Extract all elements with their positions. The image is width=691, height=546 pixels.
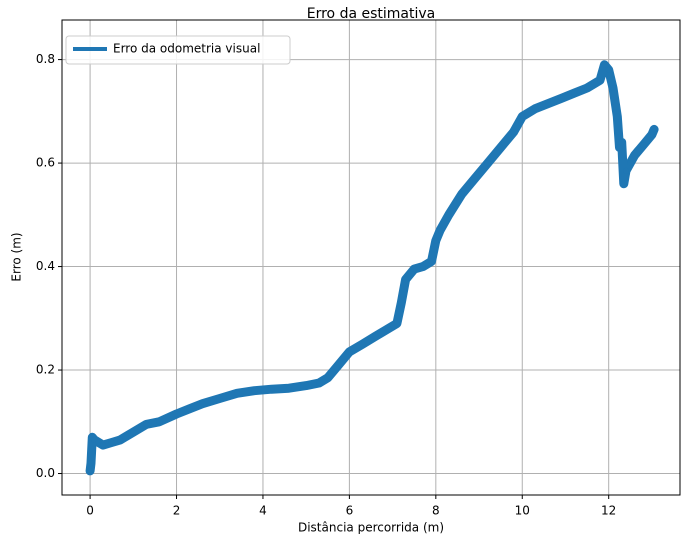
data-point — [268, 386, 275, 393]
data-point — [610, 85, 616, 91]
data-point — [91, 436, 98, 443]
data-point — [372, 333, 379, 340]
y-tick-label: 0.2 — [36, 363, 55, 377]
x-tick-label: 10 — [515, 504, 530, 518]
data-point — [484, 160, 491, 167]
plot-frame — [61, 19, 681, 496]
data-point — [631, 152, 638, 159]
data-point — [100, 442, 107, 449]
legend-label: Erro da odometria visual — [113, 42, 260, 56]
y-tick-label: 0.6 — [36, 156, 55, 170]
data-point — [398, 299, 405, 306]
data-point — [156, 418, 163, 425]
data-point — [199, 400, 206, 407]
data-point — [88, 460, 94, 467]
data-point — [618, 139, 625, 146]
data-point — [597, 77, 603, 84]
chart-title: Erro da estimativa — [307, 6, 435, 22]
data-point — [571, 90, 578, 97]
data-point — [108, 439, 115, 446]
data-point — [95, 439, 102, 446]
data-point — [359, 341, 366, 348]
data-point — [510, 129, 517, 135]
data-point — [333, 364, 340, 371]
data-point — [173, 411, 180, 417]
data-point — [316, 380, 323, 386]
data-point — [393, 320, 400, 327]
data-point — [216, 395, 223, 402]
data-point — [497, 144, 504, 151]
data-point — [437, 227, 444, 234]
legend-box — [65, 35, 291, 65]
data-point — [432, 237, 439, 244]
x-axis: 0 2 4 6 8 10 12 — [86, 495, 616, 518]
data-point — [143, 421, 150, 428]
x-tick-label: 0 — [86, 504, 94, 518]
data-point — [186, 405, 193, 412]
y-tick-label: 0.8 — [36, 52, 55, 66]
data-point — [234, 390, 240, 397]
data-point — [87, 467, 94, 474]
data-point — [285, 385, 292, 392]
y-tick-label: 0.0 — [36, 466, 55, 480]
data-point — [419, 263, 426, 270]
data-point — [601, 61, 608, 68]
data-point — [411, 266, 418, 273]
data-point — [117, 436, 124, 443]
x-tick-label: 6 — [346, 504, 354, 518]
series-layer — [85, 60, 659, 476]
y-tick-label: 0.4 — [36, 259, 55, 273]
data-point — [640, 142, 647, 148]
data-point — [648, 131, 655, 138]
legend: Erro da odometria visual — [65, 35, 291, 65]
x-tick-label: 8 — [432, 504, 440, 518]
data-point — [532, 105, 539, 112]
data-point — [616, 144, 623, 151]
data-point — [428, 258, 435, 265]
data-point — [605, 66, 612, 73]
data-point — [614, 113, 621, 120]
x-axis-title: Distância percorrida (m) — [298, 521, 444, 535]
data-point — [623, 167, 629, 174]
y-axis-title: Erro (m) — [10, 232, 24, 281]
data-point — [458, 191, 465, 198]
data-point — [303, 382, 310, 389]
x-tick-label: 4 — [259, 504, 267, 518]
data-point — [545, 100, 552, 107]
data-point — [346, 348, 353, 355]
data-point — [130, 429, 137, 436]
y-axis: 0.0 0.2 0.4 0.6 0.8 — [36, 52, 62, 480]
data-point — [402, 276, 409, 283]
x-tick-label: 2 — [173, 504, 181, 518]
data-point — [445, 211, 452, 218]
data-point — [558, 95, 565, 102]
x-tick-label: 12 — [601, 504, 616, 518]
data-point — [620, 180, 627, 187]
data-point — [519, 113, 526, 120]
data-point — [385, 325, 392, 332]
data-point — [324, 374, 331, 381]
data-point — [251, 387, 258, 394]
data-point — [651, 126, 658, 133]
data-point — [584, 85, 591, 91]
data-point — [627, 160, 634, 167]
data-point — [471, 175, 478, 182]
